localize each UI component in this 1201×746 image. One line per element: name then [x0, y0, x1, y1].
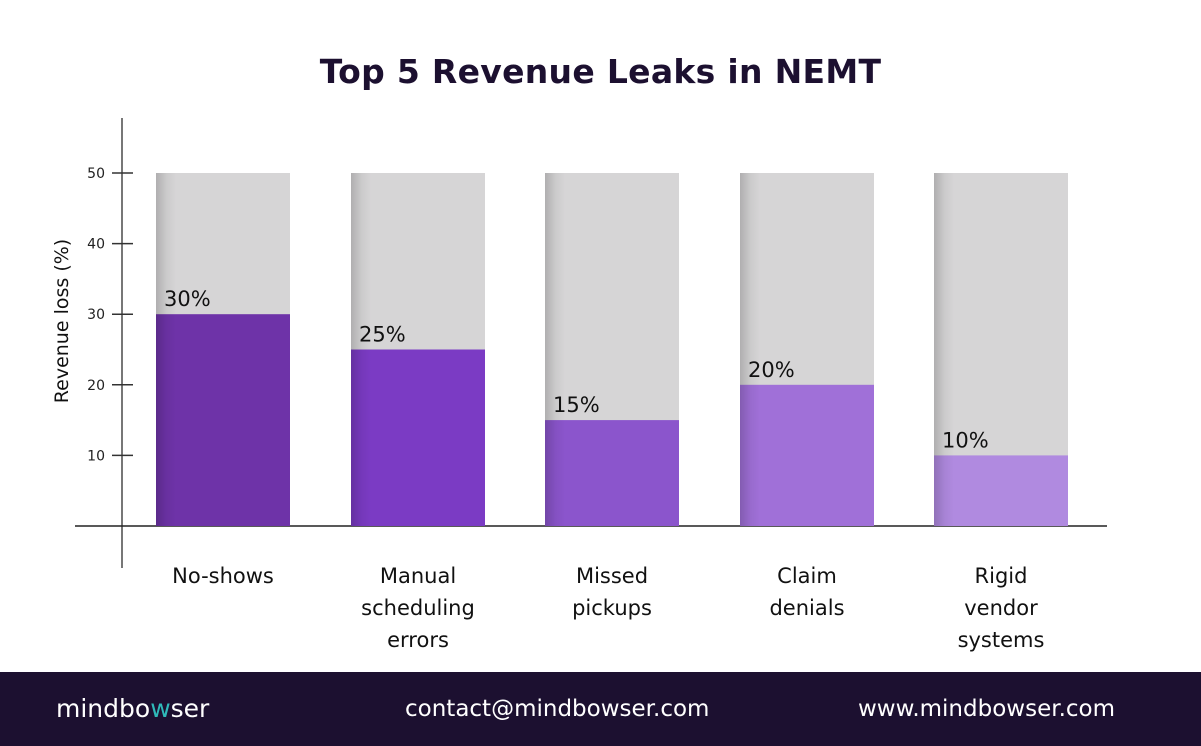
- x-tick-label: pickups: [572, 596, 652, 620]
- bar-shading: [740, 173, 874, 526]
- x-tick-label: systems: [958, 628, 1045, 652]
- x-tick-label: vendor: [964, 596, 1038, 620]
- x-tick-label: Claim: [777, 564, 837, 588]
- x-tick-label: errors: [387, 628, 449, 652]
- y-tick-label: 10: [87, 448, 105, 464]
- logo-text-end: ser: [170, 694, 210, 723]
- logo-text: mindbo: [56, 694, 151, 723]
- bar-shading: [156, 173, 290, 526]
- mindbowser-logo: mindbowser: [56, 694, 209, 723]
- bar-shading: [545, 173, 679, 526]
- chart-title: Top 5 Revenue Leaks in NEMT: [319, 52, 882, 91]
- data-label: 25%: [359, 323, 406, 347]
- bar-shading: [351, 173, 485, 526]
- footer: mindbowser contact@mindbowser.com www.mi…: [0, 672, 1201, 746]
- bar-shading: [934, 173, 1068, 526]
- data-label: 10%: [942, 428, 989, 452]
- y-tick-label: 20: [87, 378, 105, 394]
- x-tick-label: scheduling: [361, 596, 475, 620]
- y-tick-label: 50: [87, 166, 105, 182]
- y-tick-label: 40: [87, 237, 105, 253]
- bar-chart: 10 20 30 40 50 Revenue loss (%) 30% No-shows 25%…: [51, 118, 1107, 652]
- x-tick-label: No-shows: [172, 564, 274, 588]
- data-label: 30%: [164, 287, 211, 311]
- y-axis-label: Revenue loss (%): [51, 239, 73, 403]
- y-tick-label: 30: [87, 307, 105, 323]
- logo-accent: w: [150, 694, 171, 723]
- x-tick-label: Rigid: [975, 564, 1028, 588]
- contact-email[interactable]: contact@mindbowser.com: [405, 696, 710, 722]
- data-label: 20%: [748, 358, 795, 382]
- x-tick-label: Manual: [380, 564, 456, 588]
- data-label: 15%: [553, 393, 600, 417]
- website-link[interactable]: www.mindbowser.com: [858, 696, 1115, 722]
- x-tick-label: denials: [769, 596, 844, 620]
- x-tick-label: Missed: [576, 564, 648, 588]
